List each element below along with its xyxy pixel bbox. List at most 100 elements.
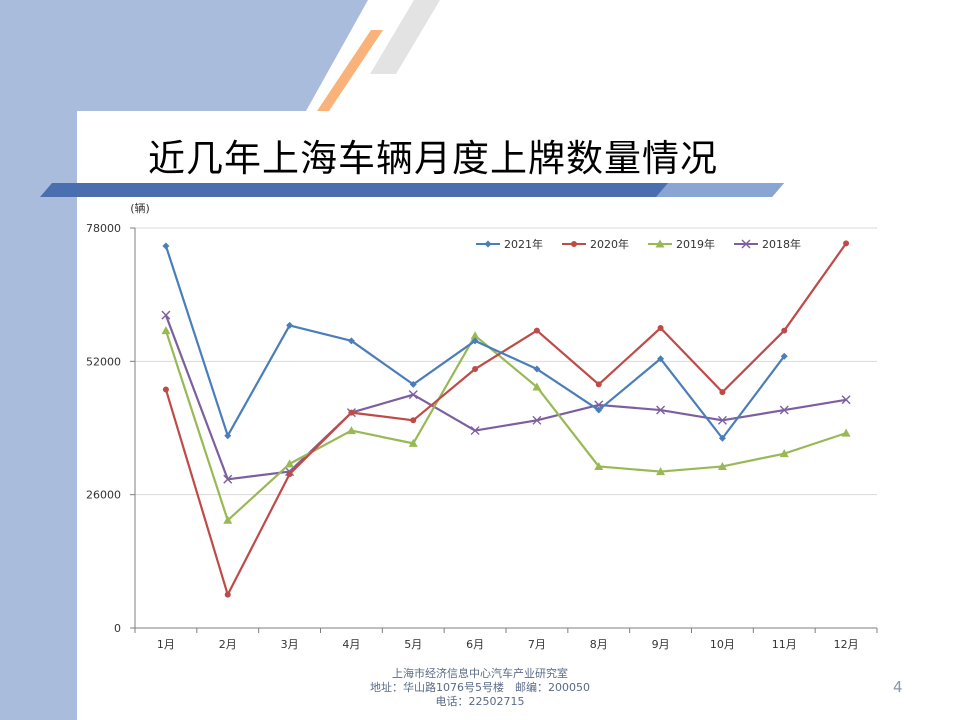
x-marker-stroke (223, 474, 233, 484)
data-point (223, 474, 233, 484)
legend-marker (741, 239, 751, 249)
series-2019年 (161, 326, 851, 524)
data-point (162, 386, 169, 393)
data-point (224, 591, 231, 598)
data-point (781, 327, 788, 334)
data-point (472, 366, 479, 373)
left-background-panel (0, 0, 77, 720)
data-point (161, 310, 171, 320)
data-point (532, 415, 542, 425)
series-line (164, 314, 847, 481)
x-marker-stroke (656, 405, 666, 415)
data-point (595, 381, 602, 388)
series-line (164, 242, 847, 596)
data-point (346, 426, 356, 435)
data-point (408, 438, 418, 447)
data-point (286, 471, 293, 478)
x-tick-label: 10月 (710, 638, 735, 651)
x-tick-label: 12月 (834, 638, 859, 651)
x-marker-stroke (161, 310, 171, 320)
chart-legend: 2021年 2020年 2019年 2018年 (476, 237, 801, 251)
x-tick-label: 7月 (528, 638, 546, 651)
top-background-shape (77, 0, 368, 111)
slide-title: 近几年上海车辆月度上牌数量情况 (148, 137, 718, 180)
legend-item: 2018年 (734, 237, 801, 251)
content-card (77, 111, 960, 720)
title-bar-light (656, 183, 784, 197)
data-point (348, 409, 355, 416)
y-tick-label: 26000 (86, 489, 121, 502)
data-point (285, 459, 295, 468)
series-2018年 (161, 310, 851, 484)
legend-marker (655, 239, 665, 248)
data-point (780, 352, 788, 360)
data-point (470, 331, 480, 340)
series-2021年 (162, 242, 788, 442)
series-2020年 (162, 240, 850, 598)
orange-stripe (317, 30, 383, 111)
footer-contact: 上海市经济信息中心汽车产业研究室 地址：华山路1076号5号楼 邮编：20005… (300, 667, 660, 709)
x-tick-label: 6月 (466, 638, 484, 651)
x-marker-stroke (408, 390, 418, 400)
x-tick-label: 5月 (404, 638, 422, 651)
data-point (223, 515, 233, 524)
y-tick-label: 52000 (86, 355, 121, 368)
data-point (594, 461, 604, 470)
data-point (656, 405, 666, 415)
legend-label: 2021年 (504, 237, 543, 251)
title-bar-dark (40, 183, 784, 197)
data-point (779, 405, 789, 415)
legend-label: 2018年 (762, 237, 801, 251)
legend-item: 2021年 (476, 237, 543, 251)
footer-org: 上海市经济信息中心汽车产业研究室 (392, 667, 568, 680)
x-tick-label: 3月 (281, 638, 299, 651)
data-point (533, 327, 540, 334)
page-number: 4 (893, 678, 903, 696)
data-point (779, 449, 789, 458)
legend-marker (484, 240, 492, 248)
y-axis-unit-label: (辆) (130, 201, 150, 215)
data-point (657, 325, 664, 331)
data-point (470, 426, 480, 436)
legend-item: 2020年 (562, 237, 629, 251)
data-point (532, 382, 542, 391)
x-marker-stroke (741, 239, 751, 249)
data-point (286, 321, 294, 329)
data-point (717, 461, 727, 470)
series-line (164, 330, 847, 522)
footer-phone: 电话：22502715 (435, 695, 525, 708)
x-marker-stroke (470, 426, 480, 436)
data-point (409, 380, 417, 388)
x-tick-label: 4月 (342, 638, 360, 651)
footer-address: 地址：华山路1076号5号楼 邮编：200050 (370, 681, 590, 694)
x-tick-label: 9月 (652, 638, 670, 651)
x-marker-stroke (532, 415, 542, 425)
data-point (347, 337, 355, 345)
x-tick-label: 1月 (157, 638, 175, 651)
y-tick-label: 0 (114, 622, 121, 635)
data-point (533, 365, 541, 373)
x-tick-label: 8月 (590, 638, 608, 651)
gray-stripe (370, 0, 440, 74)
data-point (408, 390, 418, 400)
x-tick-label: 2月 (219, 638, 237, 651)
data-point (161, 326, 171, 335)
data-point (162, 242, 170, 250)
legend-marker (571, 241, 577, 247)
x-marker-stroke (779, 405, 789, 415)
data-point (718, 434, 726, 442)
x-marker-stroke (841, 395, 851, 405)
legend-label: 2019年 (676, 237, 715, 251)
data-point (224, 432, 232, 440)
x-marker-stroke (717, 415, 727, 425)
data-point (841, 395, 851, 405)
data-point (719, 389, 726, 396)
data-point (657, 355, 665, 363)
data-point (656, 467, 666, 476)
data-point (717, 415, 727, 425)
data-point (841, 428, 851, 437)
y-tick-label: 78000 (86, 222, 121, 235)
data-point (410, 417, 417, 424)
